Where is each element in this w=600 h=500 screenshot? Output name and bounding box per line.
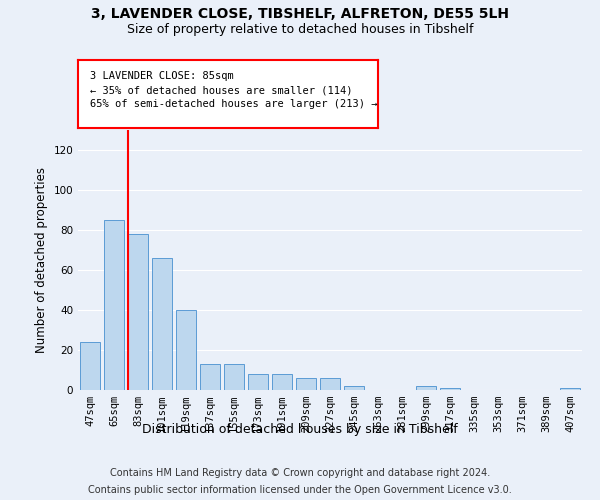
- Text: Contains public sector information licensed under the Open Government Licence v3: Contains public sector information licen…: [88, 485, 512, 495]
- Text: Distribution of detached houses by size in Tibshelf: Distribution of detached houses by size …: [142, 422, 458, 436]
- Text: Contains HM Land Registry data © Crown copyright and database right 2024.: Contains HM Land Registry data © Crown c…: [110, 468, 490, 477]
- Bar: [176, 310, 196, 390]
- Bar: [560, 388, 580, 390]
- Text: 3 LAVENDER CLOSE: 85sqm
← 35% of detached houses are smaller (114)
65% of semi-d: 3 LAVENDER CLOSE: 85sqm ← 35% of detache…: [90, 72, 377, 110]
- Bar: [296, 378, 316, 390]
- Bar: [320, 378, 340, 390]
- Bar: [272, 374, 292, 390]
- Text: Size of property relative to detached houses in Tibshelf: Size of property relative to detached ho…: [127, 22, 473, 36]
- Bar: [200, 364, 220, 390]
- Bar: [80, 342, 100, 390]
- Bar: [248, 374, 268, 390]
- Text: 3, LAVENDER CLOSE, TIBSHELF, ALFRETON, DE55 5LH: 3, LAVENDER CLOSE, TIBSHELF, ALFRETON, D…: [91, 8, 509, 22]
- Bar: [224, 364, 244, 390]
- Bar: [416, 386, 436, 390]
- Bar: [344, 386, 364, 390]
- Y-axis label: Number of detached properties: Number of detached properties: [35, 167, 48, 353]
- Bar: [440, 388, 460, 390]
- Bar: [152, 258, 172, 390]
- Bar: [128, 234, 148, 390]
- Bar: [104, 220, 124, 390]
